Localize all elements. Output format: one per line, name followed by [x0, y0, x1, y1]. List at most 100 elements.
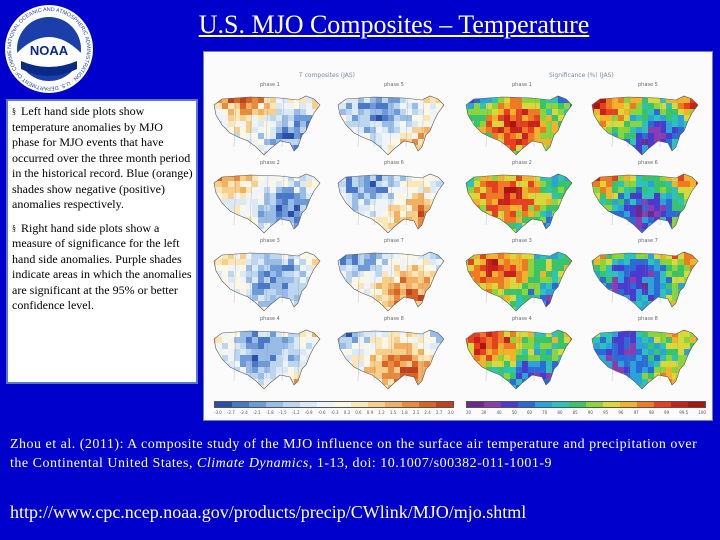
panel-label: phase 7: [638, 238, 658, 244]
colorbar-tick-label: 1.5: [389, 410, 397, 415]
map-panel: phase 3: [460, 238, 580, 318]
map-panel: phase 5: [332, 82, 452, 162]
logo-center-text: NOAA: [30, 43, 69, 58]
colorbar-tick-label: 70: [542, 410, 548, 415]
significance-colorbar-ticks: 20 30 40 50 60 70 80 85 90 95 96 97 98 99 99.5 100: [466, 410, 706, 415]
us-map: [213, 329, 321, 390]
us-map: [591, 95, 699, 156]
colorbar-tick-label: -0.6: [317, 410, 326, 415]
colorbar-tick-label: -2.4: [239, 410, 248, 415]
map-panel: phase 2: [208, 160, 328, 240]
colorbar-tick-label: -1.5: [278, 410, 287, 415]
panel-label: phase 5: [384, 82, 404, 88]
colorbar-tick-label: -3.0: [214, 410, 222, 415]
colorbar-tick-label: 96: [618, 410, 624, 415]
colorbar-tick-label: -0.3: [330, 410, 339, 415]
colorbar-tick-label: 2.1: [412, 410, 420, 415]
anomaly-colorbar: [214, 401, 454, 408]
map-panel: phase 2: [460, 160, 580, 240]
colorbar-tick-label: 99.5: [679, 410, 689, 415]
colorbar-tick-label: -2.1: [252, 410, 261, 415]
map-panel: phase 7: [586, 238, 706, 318]
us-map: [213, 173, 321, 234]
citation-journal: Climate Dynamics: [196, 456, 309, 471]
panel-label: phase 6: [638, 160, 658, 166]
us-map: [337, 95, 445, 156]
colorbar-tick-label: 20: [466, 410, 472, 415]
us-map: [591, 329, 699, 390]
colorbar-tick-label: 2.7: [435, 410, 443, 415]
panel-label: phase 8: [638, 316, 658, 322]
note-text: Left hand side plots show temperature an…: [12, 104, 193, 211]
colorbar-tick-label: 97: [633, 410, 639, 415]
colorbar-tick-label: 98: [648, 410, 654, 415]
panel-label: phase 4: [260, 316, 280, 322]
colorbar-tick-label: 95: [603, 410, 609, 415]
bullet-icon: §: [12, 223, 16, 233]
colorbar-tick-label: 80: [557, 410, 563, 415]
significance-colorbar: [466, 401, 706, 408]
panel-label: phase 3: [260, 238, 280, 244]
panel-label: phase 2: [512, 160, 532, 166]
us-map: [465, 251, 573, 312]
composite-figure: T composites (JAS) Significance (%) (JAS…: [203, 51, 713, 421]
colorbar-tick-label: 1.2: [378, 410, 385, 415]
left-heading: T composites (JAS): [299, 72, 355, 79]
us-map: [213, 95, 321, 156]
colorbar-tick-label: 90: [587, 410, 593, 415]
colorbar-tick-label: 99: [664, 410, 670, 415]
anomaly-colorbar-ticks: -3.0 -2.7 -2.4 -2.1 -1.8 -1.5 -1.2 -0.9 -0.6 -0.3…: [214, 410, 454, 415]
note-item: § Right hand side plots show a measure o…: [12, 221, 193, 314]
colorbar-tick-label: 3.0: [447, 410, 454, 415]
colorbar-tick-label: 100: [698, 410, 706, 415]
us-map: [465, 329, 573, 390]
map-panel: phase 6: [586, 160, 706, 240]
us-map: [337, 173, 445, 234]
panel-label: phase 6: [384, 160, 404, 166]
slide-title: U.S. MJO Composites – Temperature: [198, 10, 590, 39]
panel-label: phase 4: [512, 316, 532, 322]
us-map: [465, 173, 573, 234]
us-map: [591, 251, 699, 312]
colorbar-tick-label: -0.9: [304, 410, 313, 415]
map-panel: phase 4: [460, 316, 580, 396]
colorbar-tick-label: -2.7: [226, 410, 235, 415]
colorbar-tick-label: 30: [481, 410, 487, 415]
panel-label: phase 5: [638, 82, 658, 88]
colorbar-tick-label: 0.9: [366, 410, 374, 415]
bullet-icon: §: [12, 107, 16, 116]
colorbar-tick-label: -1.2: [291, 410, 300, 415]
us-map: [337, 251, 445, 312]
us-map: [465, 95, 573, 156]
map-panel: phase 8: [586, 316, 706, 396]
map-panel: phase 3: [208, 238, 328, 318]
right-heading: Significance (%) (JAS): [549, 72, 614, 79]
map-panel: phase 1: [208, 82, 328, 162]
us-map: [591, 173, 699, 234]
panel-label: phase 7: [384, 238, 404, 244]
notes-box: § Left hand side plots show temperature …: [6, 99, 198, 384]
panel-label: phase 3: [512, 238, 532, 244]
colorbar-tick-label: -1.8: [265, 410, 274, 415]
map-panel: phase 4: [208, 316, 328, 396]
colorbar-tick-label: 0.6: [355, 410, 362, 415]
map-panel: phase 1: [460, 82, 580, 162]
map-panel: phase 7: [332, 238, 452, 318]
colorbar-tick-label: 1.8: [401, 410, 408, 415]
citation-text: Zhou et al. (2011): A composite study of…: [10, 437, 698, 471]
panel-label: phase 1: [260, 82, 280, 88]
us-map: [337, 329, 445, 390]
note-text: Right hand side plots show a measure of …: [12, 220, 192, 313]
colorbar-tick-label: 0.3: [343, 410, 351, 415]
citation-doi: , 1-13, doi: 10.1007/s00382-011-1001-9: [308, 456, 553, 471]
note-item: § Left hand side plots show temperature …: [12, 104, 193, 213]
source-link[interactable]: http://www.cpc.ncep.noaa.gov/products/pr…: [10, 502, 527, 522]
citation: Zhou et al. (2011): A composite study of…: [10, 435, 710, 473]
map-panel: phase 5: [586, 82, 706, 162]
map-panel: phase 8: [332, 316, 452, 396]
us-map: [213, 251, 321, 312]
panel-label: phase 1: [512, 82, 532, 88]
noaa-logo: NOAA NATIONAL OCEANIC AND ATMOSPHERIC AD…: [3, 3, 93, 93]
colorbar-tick-label: 85: [572, 410, 578, 415]
